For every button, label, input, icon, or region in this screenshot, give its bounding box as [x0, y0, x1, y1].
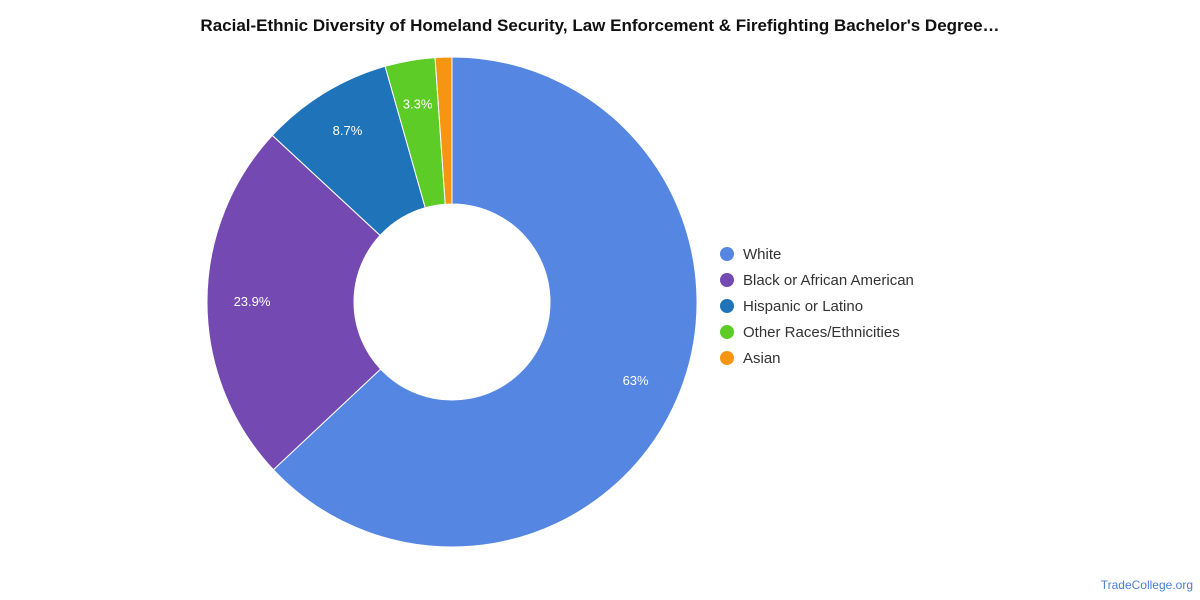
data-label-other-races-ethnicities: 3.3% — [403, 96, 433, 111]
legend-item-hispanic-or-latino[interactable]: Hispanic or Latino — [720, 293, 914, 319]
legend-item-white[interactable]: White — [720, 241, 914, 267]
legend-item-other-races-ethnicities[interactable]: Other Races/Ethnicities — [720, 319, 914, 345]
data-label-black-or-african-american: 23.9% — [234, 294, 271, 309]
source-credit[interactable]: TradeCollege.org — [1100, 578, 1193, 592]
legend-swatch — [720, 299, 734, 313]
legend-label: Other Races/Ethnicities — [743, 323, 900, 341]
legend-label: Black or African American — [743, 271, 914, 289]
chart-legend: White Black or African American Hispanic o… — [720, 241, 914, 371]
legend-item-black-or-african-american[interactable]: Black or African American — [720, 267, 914, 293]
legend-swatch — [720, 273, 734, 287]
legend-swatch — [720, 351, 734, 365]
donut-data-labels: 63% 23.9% 8.7% 3.3% — [234, 96, 649, 387]
legend-label: Asian — [743, 349, 781, 367]
legend-swatch — [720, 325, 734, 339]
legend-label: White — [743, 245, 782, 263]
data-label-hispanic-or-latino: 8.7% — [333, 123, 363, 138]
slice-white[interactable] — [272, 56, 698, 548]
slice-asian[interactable] — [434, 56, 453, 205]
slice-black-or-african-american[interactable] — [206, 134, 382, 471]
legend-label: Hispanic or Latino — [743, 297, 864, 315]
legend-item-asian[interactable]: Asian — [720, 345, 914, 371]
donut-slices — [206, 56, 698, 548]
data-label-white: 63% — [623, 373, 649, 388]
chart-title: Racial-Ethnic Diversity of Homeland Secu… — [200, 16, 1000, 35]
legend-swatch — [720, 247, 734, 261]
